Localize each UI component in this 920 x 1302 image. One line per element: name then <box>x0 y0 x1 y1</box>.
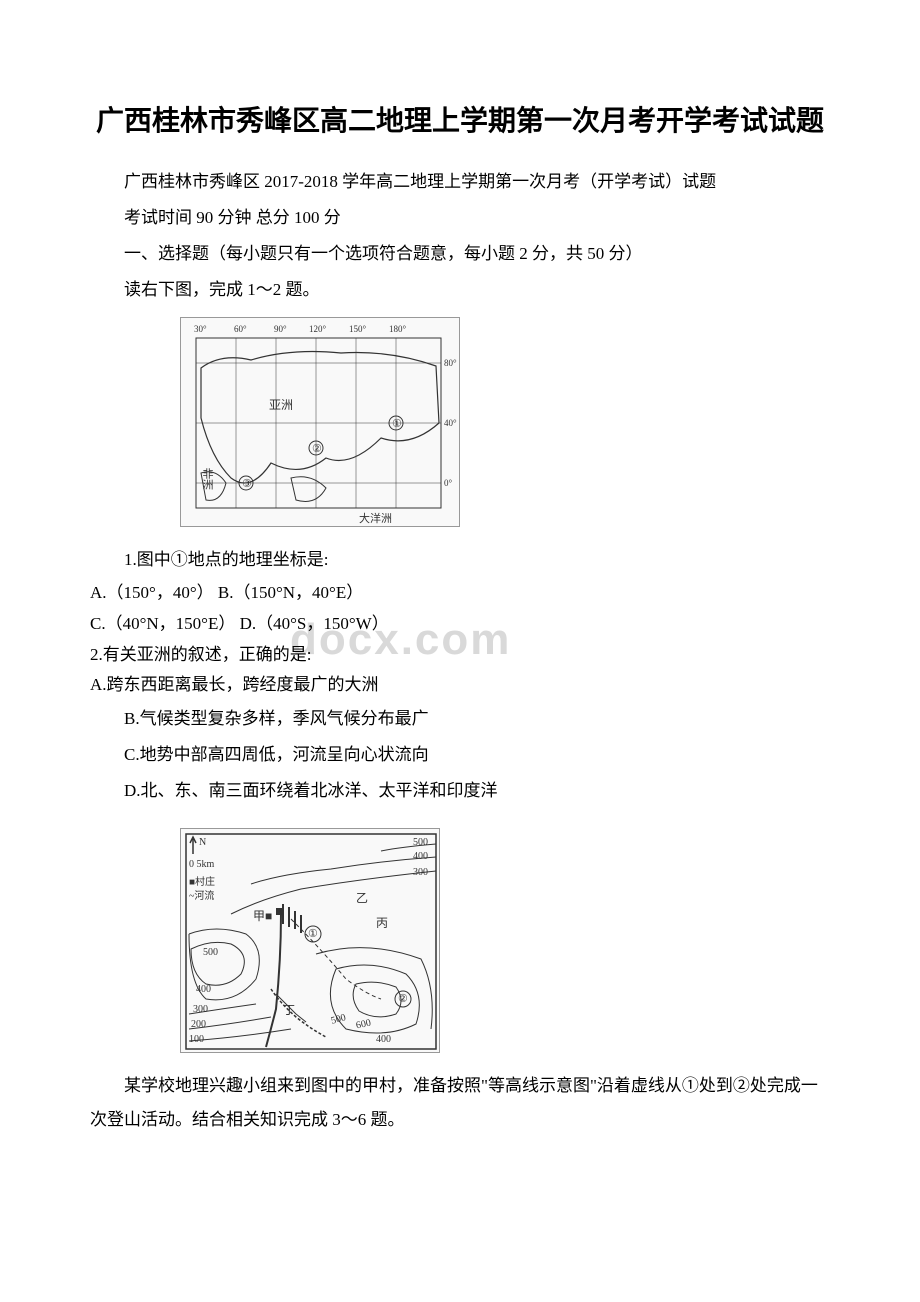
question-2-option-d: D.北、东、南三面环绕着北冰洋、太平洋和印度洋 <box>90 774 830 808</box>
lon-label: 180° <box>389 324 406 334</box>
lat-label: 80° <box>444 358 457 368</box>
contour-value: 200 <box>191 1019 206 1030</box>
contour-value: 400 <box>196 984 211 995</box>
map-label: 丁 <box>283 1001 295 1018</box>
legend-label: 0 5km <box>189 859 214 870</box>
question-1-options-ab: A.（150°，40°） B.（150°N，40°E） <box>90 579 830 608</box>
exam-info: 考试时间 90 分钟 总分 100 分 <box>90 201 830 235</box>
lon-label: 90° <box>274 324 287 334</box>
map-figure-1: 30° 60° 90° 120° 150° 180° 80° 40° 0° 亚洲… <box>180 317 830 533</box>
lat-label: 40° <box>444 418 457 428</box>
map-figure-2: 500 400 300 500 400 300 200 100 500 600 … <box>180 828 830 1059</box>
question-1-options-cd: C.（40°N，150°E） D.（40°S，150°W） <box>90 610 830 639</box>
subtitle-text: 广西桂林市秀峰区 2017-2018 学年高二地理上学期第一次月考（开学考试）试… <box>90 165 830 199</box>
question-2-option-a: A.跨东西距离最长，跨经度最广的大洲 <box>90 671 830 700</box>
map-label: 丙 <box>376 914 388 931</box>
contour-value: 400 <box>376 1034 391 1045</box>
question-2: 2.有关亚洲的叙述，正确的是: <box>90 641 830 670</box>
contour-value: 300 <box>413 867 428 878</box>
feature-label: ③ <box>242 477 252 490</box>
legend-label: ■村庄 <box>189 873 215 888</box>
contour-value: 500 <box>203 947 218 958</box>
document-title: 广西桂林市秀峰区高二地理上学期第一次月考开学考试试题 <box>90 100 830 145</box>
map-label: 乙 <box>356 889 368 906</box>
map-label: 甲■ <box>253 907 272 924</box>
feature-label: 大洋洲 <box>359 510 392 526</box>
map-label: ② <box>398 992 408 1005</box>
legend-label: N <box>199 837 206 848</box>
contour-value: 400 <box>413 851 428 862</box>
question-2-option-b: B.气候类型复杂多样，季风气候分布最广 <box>90 702 830 736</box>
question-1: 1.图中①地点的地理坐标是: <box>90 543 830 577</box>
map-label: ① <box>308 927 318 940</box>
feature-label: ① <box>392 417 402 430</box>
asia-map: 30° 60° 90° 120° 150° 180° 80° 40° 0° 亚洲… <box>180 317 460 527</box>
section-1-heading: 一、选择题（每小题只有一个选项符合题意，每小题 2 分，共 50 分） <box>90 237 830 271</box>
feature-label: 非洲 <box>199 468 215 490</box>
instruction-2: 某学校地理兴趣小组来到图中的甲村，准备按照"等高线示意图"沿着虚线从①处到②处完… <box>90 1069 830 1137</box>
document-content: 广西桂林市秀峰区高二地理上学期第一次月考开学考试试题 广西桂林市秀峰区 2017… <box>90 100 830 1137</box>
contour-value: 300 <box>193 1004 208 1015</box>
lon-label: 120° <box>309 324 326 334</box>
lat-label: 0° <box>444 478 452 488</box>
legend-label: ~河流 <box>189 887 214 902</box>
lon-label: 60° <box>234 324 247 334</box>
contour-map: 500 400 300 500 400 300 200 100 500 600 … <box>180 828 440 1053</box>
feature-label: ② <box>312 442 322 455</box>
contour-value: 100 <box>189 1034 204 1045</box>
instruction-1: 读右下图，完成 1～2 题。 <box>90 273 830 307</box>
feature-label: 亚洲 <box>269 396 293 413</box>
lon-label: 30° <box>194 324 207 334</box>
contour-value: 500 <box>413 837 428 848</box>
lon-label: 150° <box>349 324 366 334</box>
question-2-option-c: C.地势中部高四周低，河流呈向心状流向 <box>90 738 830 772</box>
